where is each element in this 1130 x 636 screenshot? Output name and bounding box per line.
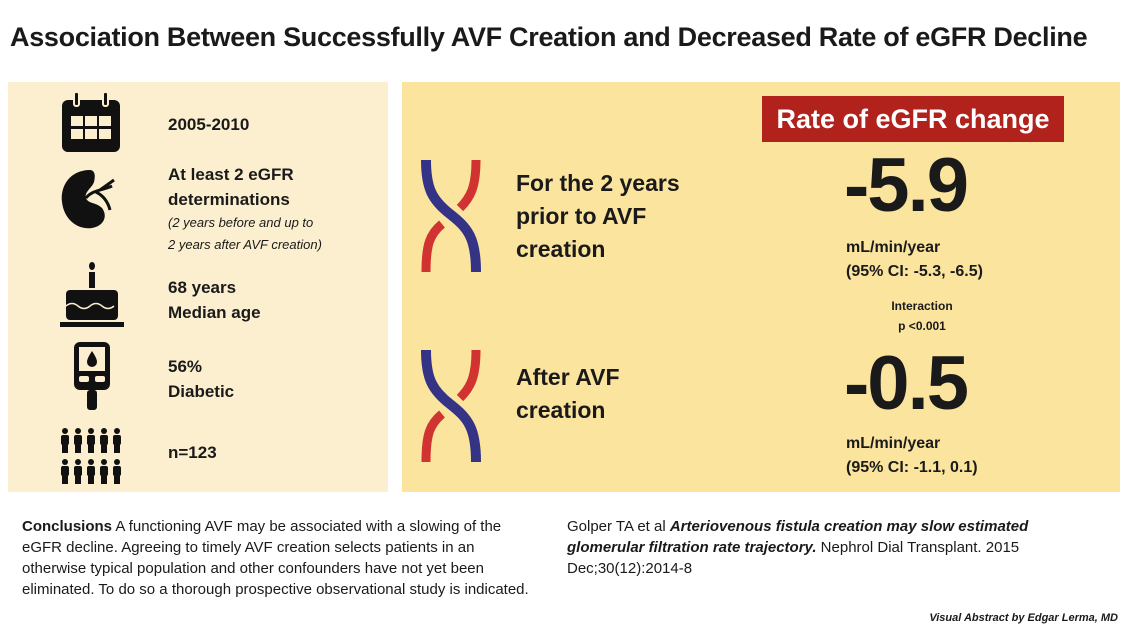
stat-sample-size: n=123 — [168, 440, 217, 465]
unit-text: mL/min/year — [846, 435, 941, 452]
stat-text: At least 2 eGFR — [168, 165, 294, 184]
stat-egfr-determinations: At least 2 eGFR determinations (2 years … — [168, 162, 322, 256]
p-value: p <0.001 — [898, 319, 946, 333]
citation: Golper TA et al Arteriovenous fistula cr… — [567, 516, 1087, 579]
results-panel: Rate of eGFR change For the 2 years prio… — [402, 82, 1120, 492]
citation-journal: Nephrol Dial Transplant. 2015 Dec;30(12)… — [567, 539, 1020, 577]
page-title: Association Between Successfully AVF Cre… — [10, 22, 1088, 52]
kidney-icon — [61, 170, 115, 229]
ci-text: (95% CI: -5.3, -6.5) — [846, 263, 983, 280]
fistula-icon — [421, 349, 481, 463]
stat-text: Median age — [168, 303, 261, 322]
stat-text: Diabetic — [168, 382, 235, 401]
period-text: creation — [516, 236, 606, 262]
stat-text: 56% — [168, 357, 203, 376]
stat-diabetic: 56% Diabetic — [168, 354, 234, 404]
birthday-cake-icon — [60, 262, 124, 327]
stat-text: 68 years — [168, 278, 237, 297]
credit: Visual Abstract by Edgar Lerma, MD — [929, 612, 1118, 624]
period-text: prior to AVF — [516, 203, 647, 229]
stat-study-period: 2005-2010 — [168, 112, 249, 137]
conclusions-label: Conclusions — [22, 518, 113, 535]
rate-after-unit-ci: mL/min/year (95% CI: -1.1, 0.1) — [846, 432, 978, 480]
ci-text: (95% CI: -1.1, 0.1) — [846, 459, 978, 476]
stat-text: 2005-2010 — [168, 115, 250, 134]
results-header: Rate of eGFR change — [762, 96, 1064, 142]
conclusions: Conclusions A functioning AVF may be ass… — [22, 516, 542, 600]
stat-text: determinations — [168, 190, 290, 209]
glucometer-icon — [74, 342, 110, 410]
period-after-label: After AVF creation — [516, 361, 620, 427]
calendar-icon — [62, 92, 120, 152]
study-characteristics-panel: 2005-2010 At least 2 eGFR determinations… — [8, 82, 388, 492]
stat-note: 2 years after AVF creation) — [168, 237, 322, 252]
citation-article-title: Arteriovenous fistula creation may slow … — [567, 518, 1029, 556]
citation-authors: Golper TA et al — [567, 518, 670, 535]
unit-text: mL/min/year — [846, 239, 941, 256]
stat-median-age: 68 years Median age — [168, 275, 261, 325]
fistula-icon — [421, 159, 481, 273]
period-text: creation — [516, 397, 606, 423]
interaction-label: Interaction — [891, 299, 953, 313]
people-icon — [61, 428, 121, 484]
period-before-label: For the 2 years prior to AVF creation — [516, 167, 680, 266]
rate-before-value: -5.9 — [844, 143, 969, 228]
period-text: For the 2 years — [516, 170, 680, 196]
period-text: After AVF — [516, 364, 620, 390]
stat-text: n=123 — [168, 443, 217, 462]
rate-before-unit-ci: mL/min/year (95% CI: -5.3, -6.5) — [846, 236, 983, 284]
rate-after-value: -0.5 — [844, 341, 969, 426]
stat-note: (2 years before and up to — [168, 215, 314, 230]
interaction-stat: Interaction p <0.001 — [862, 296, 982, 336]
conclusions-text: A functioning AVF may be associated with… — [22, 518, 529, 598]
